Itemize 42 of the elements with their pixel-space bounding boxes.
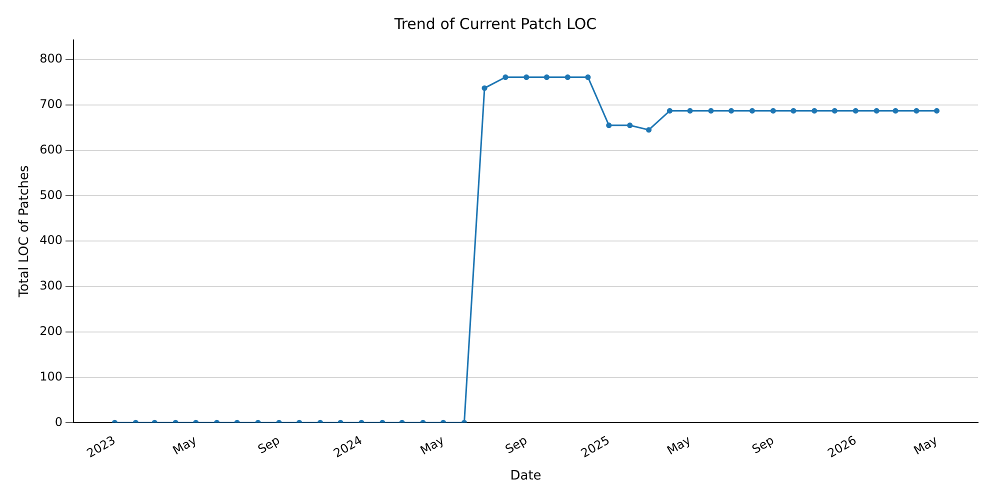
x-tick-label: May (170, 433, 199, 458)
x-axis-title: Date (510, 468, 542, 484)
point (666, 108, 673, 114)
point (914, 108, 920, 114)
x-tick-label: Sep (502, 433, 530, 457)
point (687, 108, 693, 114)
point (790, 108, 796, 114)
y-axis-title: Total LOC of Patches (17, 165, 32, 298)
point (832, 108, 838, 114)
point (749, 108, 756, 114)
y-tick-label: 500 (40, 188, 63, 202)
y-tick-label: 800 (40, 52, 63, 66)
y-tick-label: 200 (40, 324, 63, 338)
point (934, 108, 940, 114)
point (728, 108, 734, 114)
y-tick-label: 400 (40, 233, 63, 248)
y-tick-label: 300 (40, 278, 63, 293)
y-tick-label: 700 (40, 97, 63, 112)
y-tick-label: 600 (40, 142, 63, 156)
point (770, 108, 776, 114)
point (524, 74, 530, 80)
point (852, 108, 858, 114)
x-tick-label: Sep (750, 433, 776, 457)
y-tick-label: 100 (40, 369, 63, 384)
point (606, 122, 612, 128)
x-tick-label: May (911, 433, 940, 458)
point (627, 122, 633, 128)
point (482, 85, 488, 91)
point (874, 108, 880, 114)
point (564, 74, 570, 80)
point (812, 108, 818, 114)
point (544, 74, 550, 80)
point (585, 74, 591, 80)
point (646, 127, 652, 133)
chart-title: Trend of Current Patch LOC (393, 14, 597, 33)
x-tick-label: May (664, 433, 694, 458)
point (708, 108, 714, 114)
x-tick-label: Sep (255, 433, 282, 457)
x-tick-label: May (418, 433, 446, 458)
y-tick-label: 0 (54, 414, 63, 429)
point (502, 74, 508, 80)
point (892, 108, 898, 114)
